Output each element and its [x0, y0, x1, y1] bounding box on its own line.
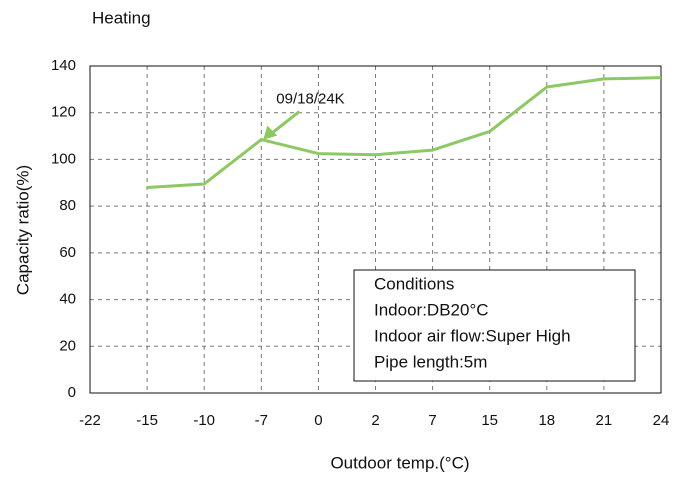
x-tick-label: -10	[193, 412, 215, 429]
y-tick-label: 20	[59, 337, 76, 354]
x-tick-label: 15	[481, 412, 498, 429]
y-tick-label: 140	[51, 57, 76, 74]
annotation-arrow	[270, 110, 301, 135]
x-tick-label: -22	[79, 412, 101, 429]
plot-frame	[89, 65, 662, 394]
y-tick-label: 80	[59, 197, 76, 214]
conditions-line: Indoor:DB20°C	[374, 300, 489, 319]
x-tick-label: 21	[596, 412, 613, 429]
x-tick-label: 24	[653, 412, 670, 429]
x-tick-label: -7	[255, 412, 268, 429]
y-tick-label: 100	[51, 150, 76, 167]
conditions-line: Conditions	[374, 274, 454, 293]
x-axis-label: Outdoor temp.(°C)	[330, 453, 469, 472]
annotation-text: 09/18/24K	[276, 91, 344, 108]
x-tick-label: 2	[371, 412, 379, 429]
x-tick-label: 7	[428, 412, 436, 429]
data-line	[147, 76, 662, 189]
y-tick-label: 40	[59, 291, 76, 308]
y-tick-label: 60	[59, 244, 76, 261]
x-tick-label: -15	[136, 412, 158, 429]
annotation-arrowhead	[263, 125, 278, 140]
y-tick-label: 120	[51, 104, 76, 121]
x-tick-label: 18	[538, 412, 555, 429]
chart-title: Heating	[92, 8, 151, 27]
x-tick-label: 0	[314, 412, 322, 429]
y-tick-label: 0	[68, 384, 76, 401]
conditions-line: Indoor air flow:Super High	[374, 326, 571, 345]
conditions-box	[353, 269, 636, 382]
y-axis-label: Capacity ratio(%)	[13, 165, 32, 295]
conditions-line: Pipe length:5m	[374, 352, 487, 371]
